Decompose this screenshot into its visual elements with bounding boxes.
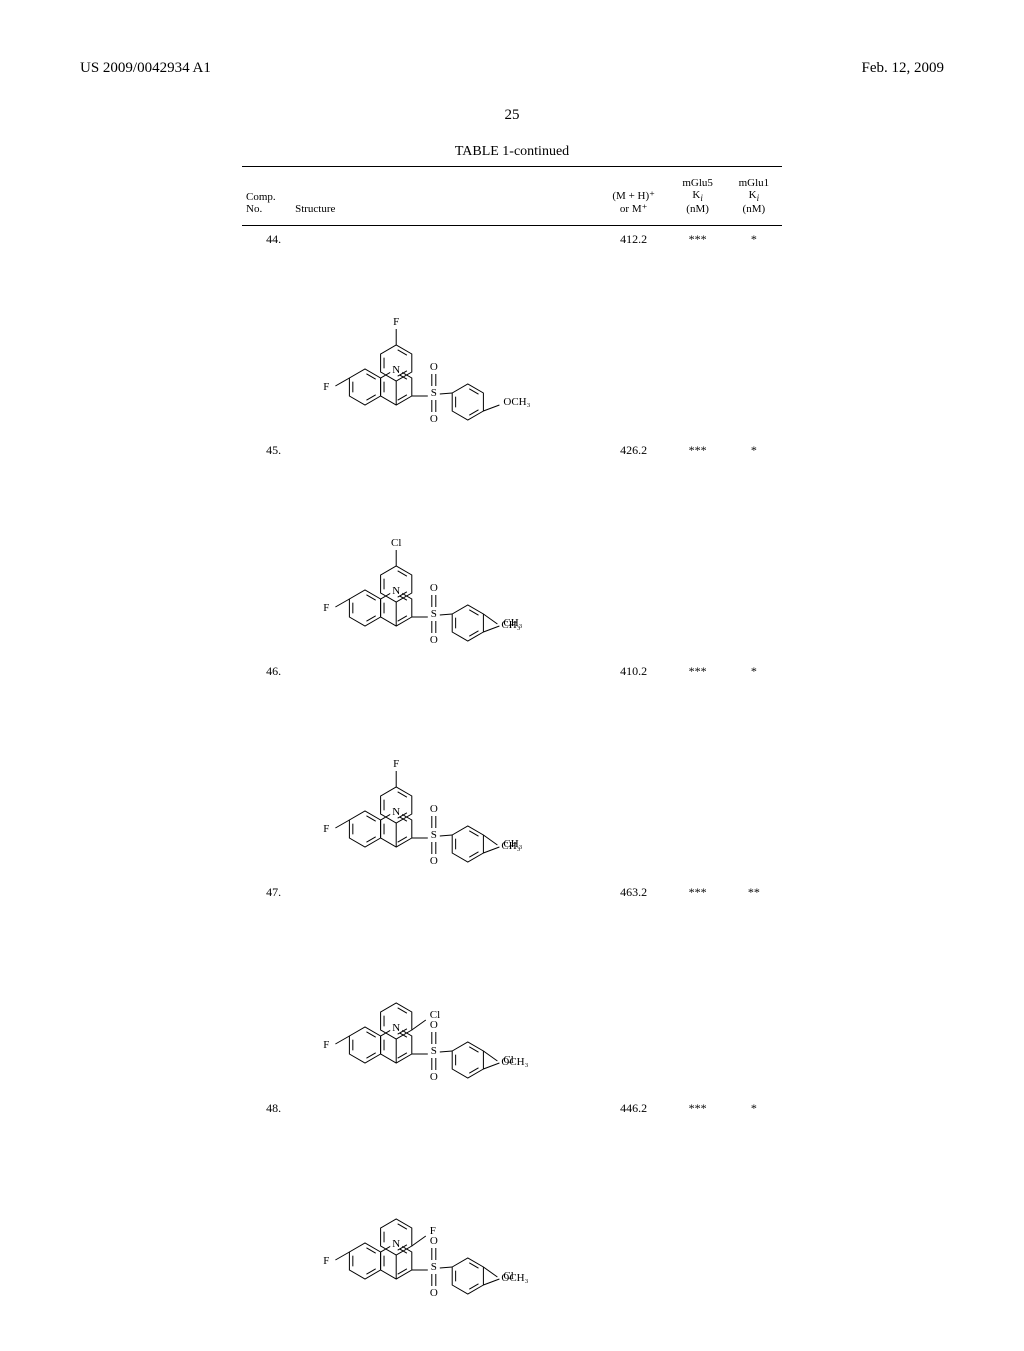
svg-text:CH₃: CH₃ bbox=[501, 840, 520, 852]
svg-text:OCH₃: OCH₃ bbox=[501, 1056, 528, 1068]
table-title: TABLE 1-continued bbox=[242, 144, 782, 160]
mglu1-value: * bbox=[726, 437, 782, 658]
mglu5-value: *** bbox=[669, 658, 725, 879]
col-header-mglu5: mGlu5 Ki (nM) bbox=[669, 175, 725, 217]
publication-date: Feb. 12, 2009 bbox=[862, 60, 945, 77]
page-number: 25 bbox=[80, 107, 944, 124]
structure-cell: NFFSOOCH₃CH₃ bbox=[291, 658, 598, 879]
svg-text:O: O bbox=[430, 413, 438, 425]
mglu1-value: * bbox=[726, 658, 782, 879]
publication-number: US 2009/0042934 A1 bbox=[80, 60, 211, 77]
svg-text:OCH₃: OCH₃ bbox=[503, 396, 530, 408]
structure-cell: NFFSOOClOCH₃ bbox=[291, 1095, 598, 1311]
structure-cell: NFClSOOClOCH₃ bbox=[291, 879, 598, 1095]
svg-text:S: S bbox=[431, 387, 437, 399]
chemical-structure: NFClSOOCH₃CH₃ bbox=[295, 443, 585, 658]
col-header-structure: Structure bbox=[291, 175, 598, 217]
mass-value: 410.2 bbox=[598, 658, 670, 879]
svg-text:F: F bbox=[393, 316, 399, 328]
svg-text:F: F bbox=[323, 823, 329, 835]
svg-text:Cl: Cl bbox=[391, 537, 401, 549]
svg-text:O: O bbox=[430, 582, 438, 594]
mglu1-value: * bbox=[726, 226, 782, 438]
chemical-structure: NFFSOOClOCH₃ bbox=[295, 1101, 585, 1311]
table-body: 44.NFFSOOOCH₃412.2****45.NFClSOOCH₃CH₃42… bbox=[242, 226, 782, 1312]
svg-text:O: O bbox=[430, 1287, 438, 1299]
svg-text:N: N bbox=[392, 364, 400, 376]
compound-number: 48. bbox=[242, 1095, 291, 1311]
svg-text:O: O bbox=[430, 855, 438, 867]
svg-text:F: F bbox=[323, 381, 329, 393]
svg-text:S: S bbox=[431, 1045, 437, 1057]
svg-text:N: N bbox=[392, 1022, 400, 1034]
svg-text:O: O bbox=[430, 1019, 438, 1031]
compound-table: Comp. No. Structure (M + H)⁺ or M⁺ mGlu5… bbox=[242, 166, 782, 1311]
structure-cell: N F F S O O OCH₃ bbox=[291, 226, 598, 438]
mglu5-value: *** bbox=[669, 1095, 725, 1311]
col-header-mh: (M + H)⁺ or M⁺ bbox=[598, 175, 670, 217]
table-row: 48.NFFSOOClOCH₃446.2**** bbox=[242, 1095, 782, 1311]
structure-cell: NFClSOOCH₃CH₃ bbox=[291, 437, 598, 658]
mass-value: 412.2 bbox=[598, 226, 670, 438]
table-row: 44.NFFSOOOCH₃412.2**** bbox=[242, 226, 782, 438]
mglu5-value: *** bbox=[669, 226, 725, 438]
svg-text:S: S bbox=[431, 608, 437, 620]
svg-text:CH₃: CH₃ bbox=[501, 619, 520, 631]
compound-number: 45. bbox=[242, 437, 291, 658]
patent-page: US 2009/0042934 A1 Feb. 12, 2009 25 TABL… bbox=[0, 0, 1024, 1351]
mass-value: 426.2 bbox=[598, 437, 670, 658]
svg-text:F: F bbox=[323, 602, 329, 614]
svg-text:O: O bbox=[430, 361, 438, 373]
mass-value: 463.2 bbox=[598, 879, 670, 1095]
mglu5-value: *** bbox=[669, 437, 725, 658]
svg-text:O: O bbox=[430, 1235, 438, 1247]
svg-text:OCH₃: OCH₃ bbox=[501, 1272, 528, 1284]
svg-text:N: N bbox=[392, 806, 400, 818]
table-row: 46.NFFSOOCH₃CH₃410.2**** bbox=[242, 658, 782, 879]
svg-text:O: O bbox=[430, 634, 438, 646]
mglu1-value: ** bbox=[726, 879, 782, 1095]
chemical-structure: NFFSOOCH₃CH₃ bbox=[295, 664, 585, 879]
col-header-compno: Comp. No. bbox=[242, 175, 291, 217]
chemical-structure: NFClSOOClOCH₃ bbox=[295, 885, 585, 1095]
svg-text:F: F bbox=[323, 1255, 329, 1267]
mglu5-value: *** bbox=[669, 879, 725, 1095]
page-header: US 2009/0042934 A1 Feb. 12, 2009 bbox=[80, 60, 944, 77]
mglu1-value: * bbox=[726, 1095, 782, 1311]
svg-text:N: N bbox=[392, 585, 400, 597]
compound-number: 46. bbox=[242, 658, 291, 879]
svg-text:S: S bbox=[431, 1261, 437, 1273]
col-header-mglu1: mGlu1 Ki (nM) bbox=[726, 175, 782, 217]
svg-text:N: N bbox=[392, 1238, 400, 1250]
table-1-continued: TABLE 1-continued Comp. No. Structure (M… bbox=[242, 144, 782, 1311]
table-row: 45.NFClSOOCH₃CH₃426.2**** bbox=[242, 437, 782, 658]
svg-text:F: F bbox=[393, 758, 399, 770]
chemical-structure: N F F S O O OCH₃ bbox=[295, 232, 585, 437]
svg-text:F: F bbox=[323, 1039, 329, 1051]
svg-text:O: O bbox=[430, 803, 438, 815]
table-row: 47.NFClSOOClOCH₃463.2***** bbox=[242, 879, 782, 1095]
compound-number: 47. bbox=[242, 879, 291, 1095]
svg-text:S: S bbox=[431, 829, 437, 841]
compound-number: 44. bbox=[242, 226, 291, 438]
svg-text:O: O bbox=[430, 1071, 438, 1083]
mass-value: 446.2 bbox=[598, 1095, 670, 1311]
